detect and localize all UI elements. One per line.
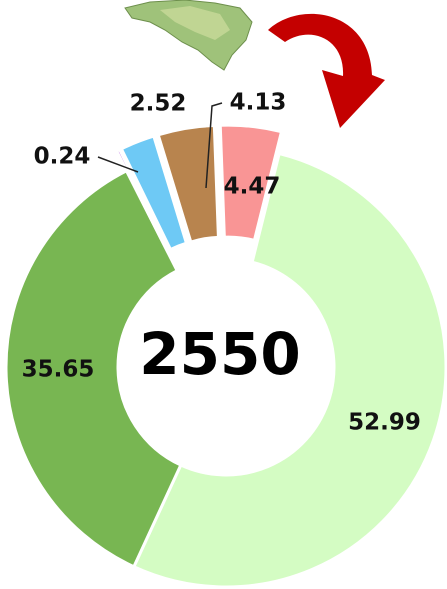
- donut-segment: [218, 123, 284, 243]
- data-label: 2.52: [130, 91, 187, 117]
- donut-segment: [156, 123, 220, 244]
- leader-line: [97, 156, 139, 173]
- donut-segment: [119, 134, 189, 252]
- donut-segment: [114, 147, 171, 254]
- donut-segment: [4, 168, 183, 569]
- data-label: 52.99: [348, 409, 421, 435]
- donut-segment: [131, 151, 447, 589]
- data-label: 4.13: [230, 90, 287, 116]
- data-label: 4.47: [224, 174, 281, 200]
- leader-line: [205, 102, 223, 189]
- data-label: 0.24: [34, 144, 91, 170]
- center-label: 2550: [139, 320, 300, 388]
- data-label: 35.65: [22, 357, 95, 383]
- map-illustration: [124, 0, 253, 71]
- arrow: [268, 13, 385, 128]
